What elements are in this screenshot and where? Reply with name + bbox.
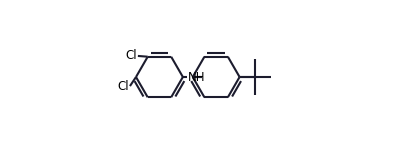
Text: Cl: Cl xyxy=(118,80,129,93)
Text: NH: NH xyxy=(188,71,206,83)
Text: Cl: Cl xyxy=(126,49,137,62)
